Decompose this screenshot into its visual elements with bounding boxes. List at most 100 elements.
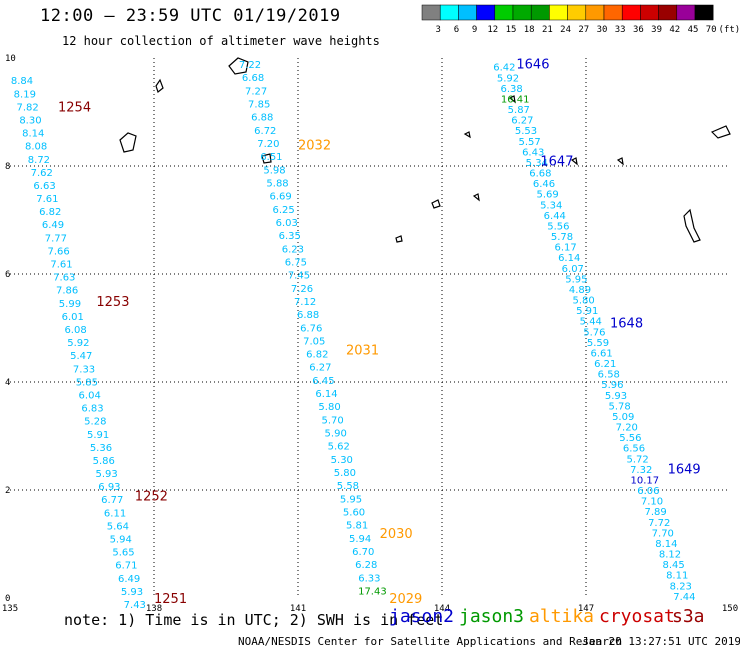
wave-height-value: 5.78 bbox=[608, 401, 630, 412]
color-swatch bbox=[567, 4, 587, 21]
island-outline bbox=[472, 193, 480, 202]
lon-tick-label: 138 bbox=[146, 604, 162, 614]
wave-height-value: 6.76 bbox=[300, 323, 322, 334]
lat-tick-label: 2 bbox=[5, 486, 10, 496]
wave-height-value: 6.38 bbox=[500, 84, 522, 95]
wave-height-value: 6.46 bbox=[533, 179, 555, 190]
wave-height-value: 16.41 bbox=[501, 94, 530, 105]
wave-height-value: 6.51 bbox=[260, 152, 282, 163]
wave-height-value: 10.17 bbox=[630, 475, 659, 486]
wave-height-value: 5.98 bbox=[263, 165, 285, 176]
track-time-label: 1252 bbox=[135, 489, 168, 504]
wave-height-value: 6.35 bbox=[279, 231, 301, 242]
island-outline bbox=[228, 57, 249, 75]
color-swatch bbox=[530, 4, 550, 21]
color-scale-label: 42 bbox=[669, 25, 680, 35]
color-swatch bbox=[549, 4, 568, 21]
wave-height-value: 6.33 bbox=[358, 573, 380, 584]
color-swatch bbox=[585, 4, 605, 21]
wave-height-value: 5.85 bbox=[76, 377, 98, 388]
wave-height-value: 5.91 bbox=[87, 430, 109, 441]
wave-height-value: 5.86 bbox=[93, 456, 115, 467]
wave-height-value: 5.88 bbox=[266, 178, 288, 189]
wave-height-value: 7.26 bbox=[291, 284, 313, 295]
color-swatch bbox=[694, 4, 714, 21]
wave-height-value: 7.12 bbox=[294, 297, 316, 308]
wave-height-value: 6.14 bbox=[315, 389, 337, 400]
lon-tick-label: 135 bbox=[2, 604, 18, 614]
axis-tick-labels: 135 138 141 144 147 150 0 2 4 6 8 10 bbox=[2, 54, 738, 614]
color-swatch bbox=[421, 4, 441, 21]
wave-height-value: 7.77 bbox=[45, 233, 67, 244]
wave-height-value: 6.27 bbox=[511, 116, 533, 127]
island-outline bbox=[155, 78, 164, 94]
wave-height-value: 5.93 bbox=[95, 469, 117, 480]
island-outline bbox=[119, 132, 137, 153]
color-scale-label: 18 bbox=[524, 25, 535, 35]
wave-height-value: 5.70 bbox=[321, 415, 343, 426]
wave-height-value: 6.44 bbox=[544, 211, 566, 222]
wave-height-value: 5.34 bbox=[526, 158, 548, 169]
wave-height-value: 6.70 bbox=[352, 547, 374, 558]
wave-height-value: 5.56 bbox=[547, 221, 569, 232]
color-scale-label: 12 bbox=[487, 25, 498, 35]
color-scale-label: 70 bbox=[706, 25, 717, 35]
wave-height-value: 5.80 bbox=[318, 402, 340, 413]
wave-height-value: 5.56 bbox=[619, 433, 641, 444]
lon-tick-label: 144 bbox=[434, 604, 450, 614]
wave-height-value: 8.14 bbox=[22, 129, 44, 140]
color-swatch bbox=[676, 4, 696, 21]
wave-height-value: 7.45 bbox=[288, 271, 310, 282]
color-scale-label: 6 bbox=[454, 25, 459, 35]
color-swatch bbox=[494, 4, 514, 21]
legend-s3a: s3a bbox=[672, 606, 705, 627]
wave-height-value: 5.80 bbox=[334, 468, 356, 479]
wave-height-value: 7.32 bbox=[630, 465, 652, 476]
color-scale-label: 24 bbox=[560, 25, 571, 35]
wave-height-value: 6.71 bbox=[115, 561, 137, 572]
lat-tick-label: 6 bbox=[5, 270, 10, 280]
color-swatch bbox=[476, 4, 496, 21]
wave-height-value: 7.62 bbox=[31, 168, 53, 179]
color-scale-label: 36 bbox=[633, 25, 644, 35]
track-time-label: 1646 bbox=[516, 57, 549, 72]
wave-height-value: 5.93 bbox=[605, 391, 627, 402]
wave-height-value: 5.59 bbox=[587, 338, 609, 349]
lat-tick-label: 0 bbox=[5, 594, 10, 604]
wave-height-value: 6.06 bbox=[637, 486, 659, 497]
wave-height-value: 5.87 bbox=[508, 105, 530, 116]
wave-height-value: 5.80 bbox=[572, 296, 594, 307]
wave-height-value: 6.21 bbox=[594, 359, 616, 370]
wave-height-value: 5.92 bbox=[67, 338, 89, 349]
wave-height-value: 6.56 bbox=[623, 444, 645, 455]
wave-height-value: 5.57 bbox=[518, 137, 540, 148]
wave-height-value: 6.69 bbox=[269, 192, 291, 203]
lat-tick-label: 4 bbox=[5, 378, 10, 388]
wave-height-value: 5.09 bbox=[612, 412, 634, 423]
track-time-label: 2029 bbox=[389, 592, 422, 607]
wave-height-value: 5.91 bbox=[576, 306, 598, 317]
wave-height-value: 8.45 bbox=[662, 560, 684, 571]
island-outline bbox=[463, 131, 471, 139]
island-outlines bbox=[119, 57, 731, 243]
wave-height-value: 5.28 bbox=[84, 417, 106, 428]
island-outline bbox=[616, 157, 624, 166]
color-scale-label: 33 bbox=[615, 25, 626, 35]
wave-height-value: 7.43 bbox=[124, 600, 146, 611]
island-outline bbox=[395, 235, 403, 243]
wave-height-value: 6.82 bbox=[306, 350, 328, 361]
color-scale-label: 39 bbox=[651, 25, 662, 35]
wave-height-value: 7.44 bbox=[673, 592, 695, 603]
wave-height-value: 7.89 bbox=[644, 507, 666, 518]
wave-height-value: 8.30 bbox=[19, 115, 41, 126]
wave-height-value: 6.43 bbox=[522, 147, 544, 158]
wave-height-value: 6.14 bbox=[558, 253, 580, 264]
wave-height-value: 6.04 bbox=[79, 390, 101, 401]
wave-height-value: 8.19 bbox=[14, 89, 36, 100]
wave-height-value: 5.99 bbox=[59, 299, 81, 310]
wave-height-value: 5.81 bbox=[346, 521, 368, 532]
wave-height-value: 7.72 bbox=[648, 518, 670, 529]
wave-height-value: 5.95 bbox=[565, 274, 587, 285]
wave-height-value: 5.94 bbox=[349, 534, 371, 545]
